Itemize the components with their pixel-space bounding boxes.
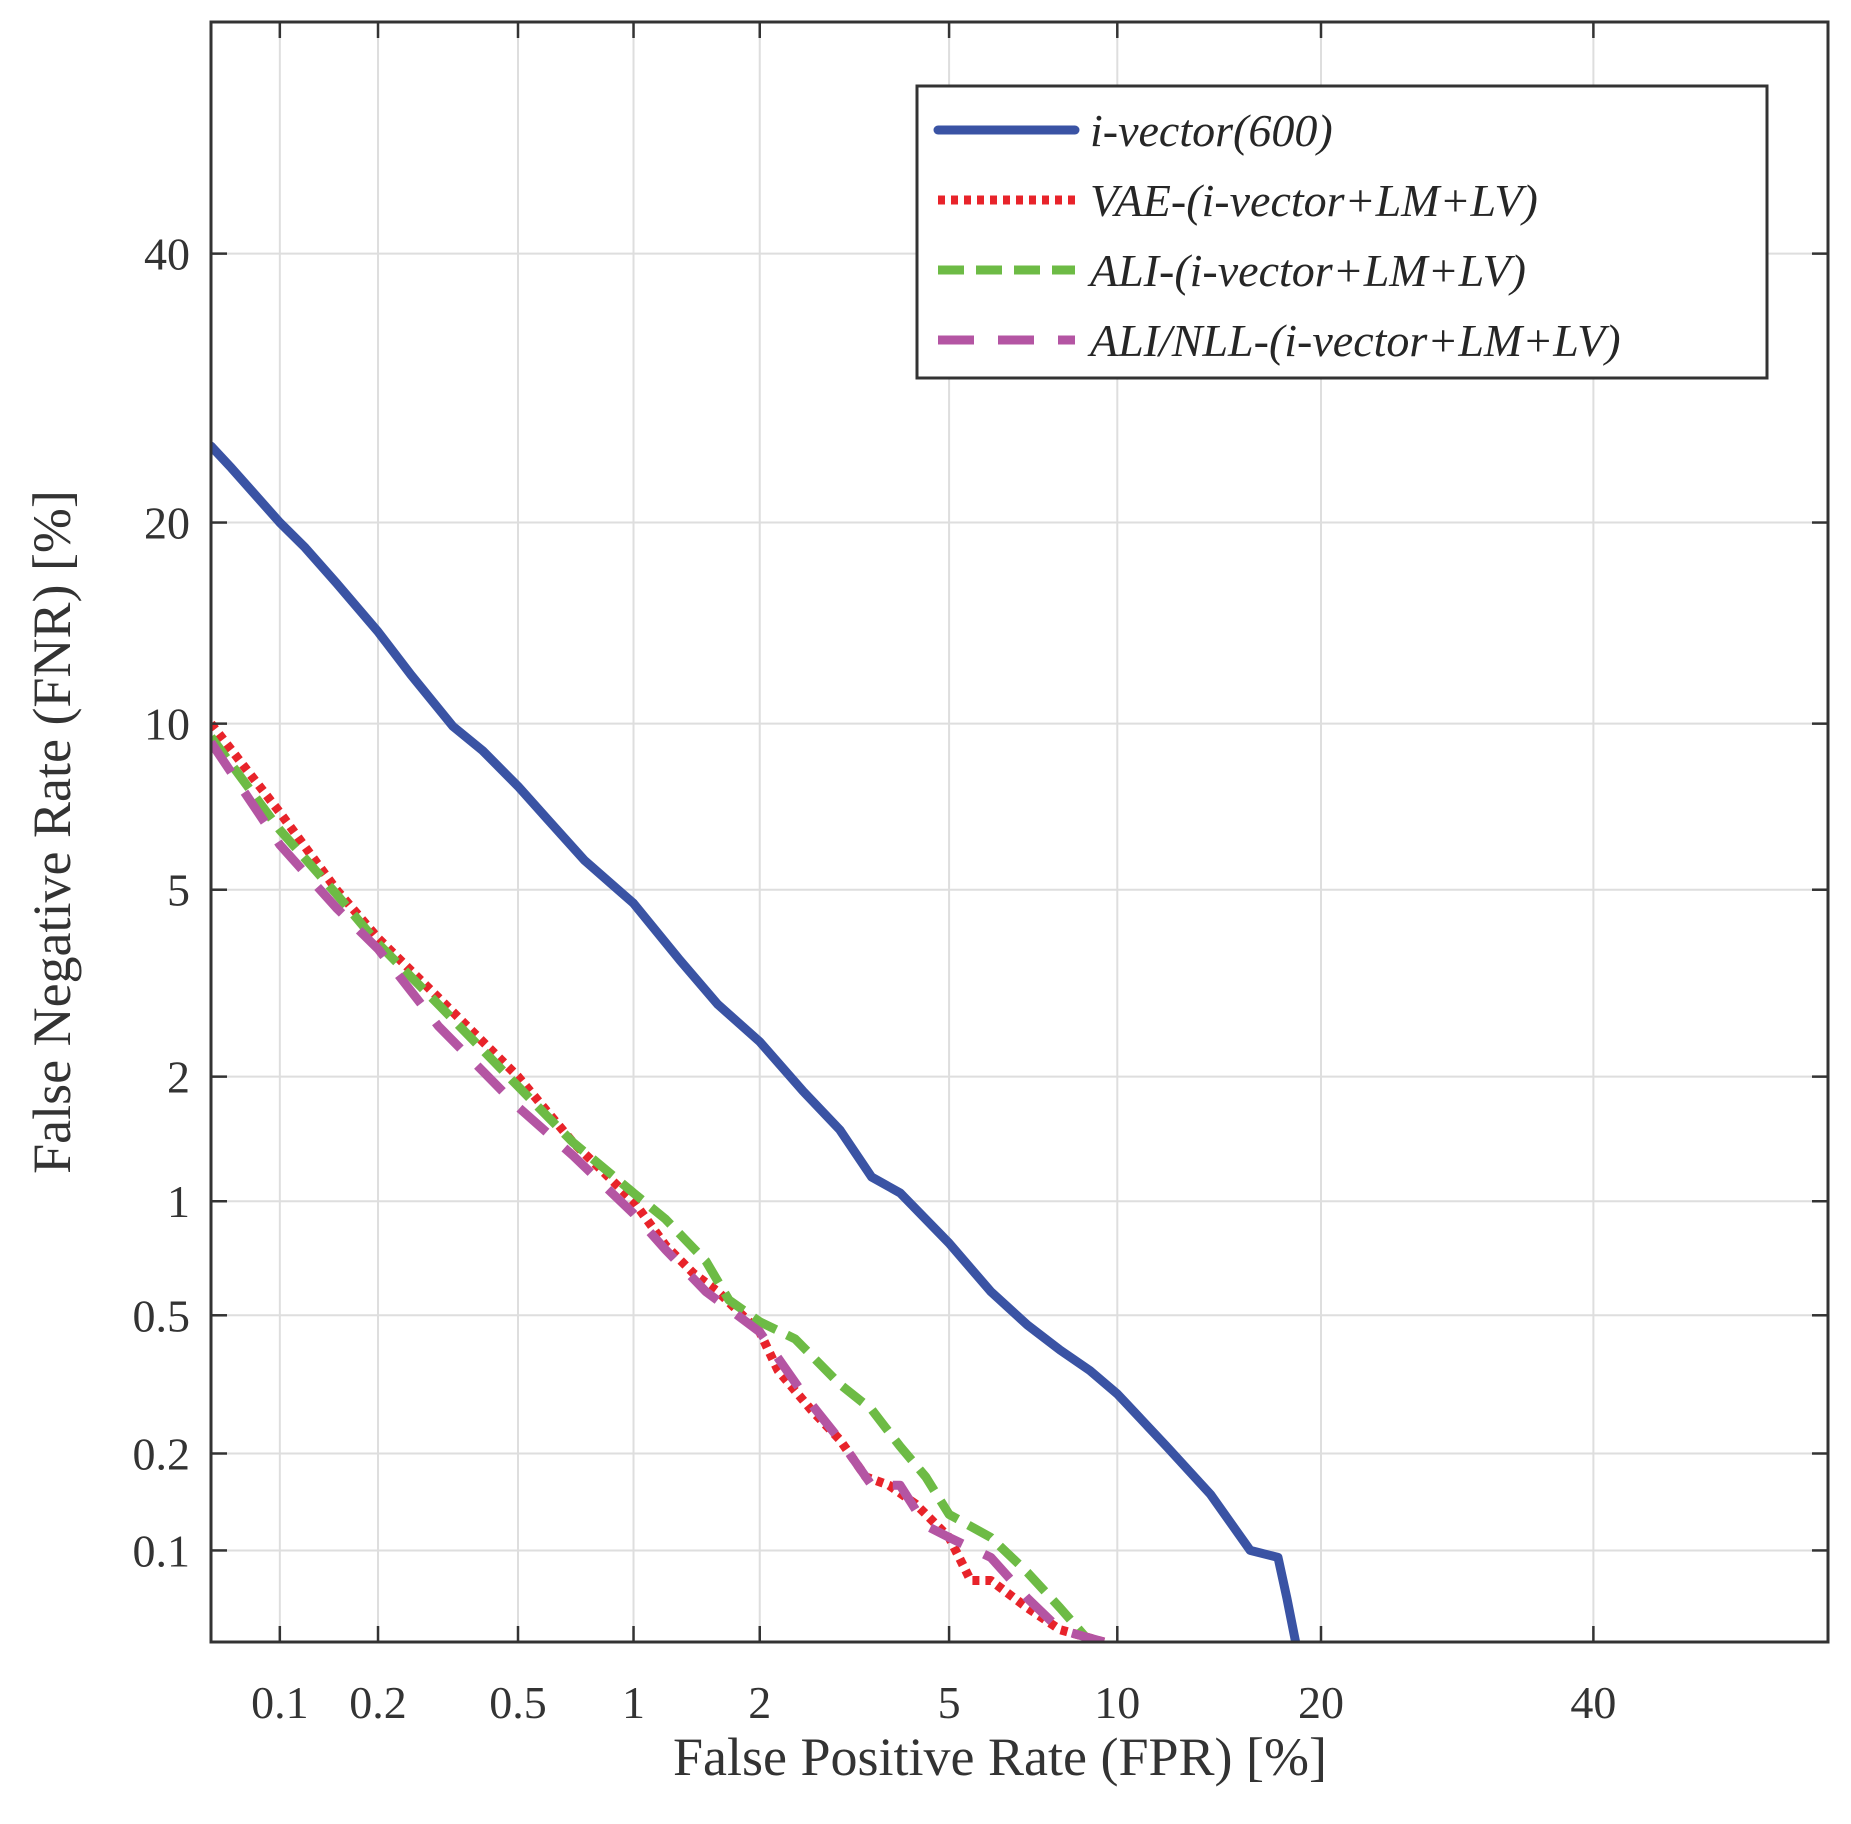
legend-label-4: ALI/NLL-(i-vector+LM+LV)	[1087, 315, 1621, 366]
x-tick-label: 1	[622, 1677, 645, 1728]
y-tick-label: 2	[167, 1052, 190, 1103]
series-line-1	[211, 441, 1301, 1642]
series-line-4	[211, 739, 1106, 1642]
y-tick-label: 5	[167, 865, 190, 916]
x-tick-label: 0.5	[489, 1677, 547, 1728]
y-axis-label: False Negative Rate (FNR) [%]	[22, 490, 82, 1174]
x-tick-label: 5	[938, 1677, 961, 1728]
y-tick-label: 10	[144, 699, 190, 750]
y-tick-label: 0.5	[133, 1290, 191, 1341]
x-axis-label: False Positive Rate (FPR) [%]	[673, 1727, 1327, 1787]
x-tick-label: 40	[1570, 1677, 1616, 1728]
legend-box	[915, 84, 1769, 380]
x-tick-label: 10	[1094, 1677, 1140, 1728]
x-axis-tick-labels: 0.1 0.2 0.5 1 2 5 10 20 40	[251, 1677, 1616, 1728]
plot-area-frame	[209, 20, 1830, 1644]
legend-label-3: ALI-(i-vector+LM+LV)	[1087, 245, 1526, 296]
legend-label-2: VAE-(i-vector+LM+LV)	[1090, 175, 1538, 226]
x-tick-label: 2	[748, 1677, 771, 1728]
series-line-3	[211, 734, 1094, 1642]
y-tick-label: 0.2	[133, 1428, 191, 1479]
x-tick-label: 20	[1298, 1677, 1344, 1728]
x-tick-label: 0.1	[251, 1677, 309, 1728]
series-line-2	[211, 720, 1106, 1642]
y-tick-label: 0.1	[133, 1525, 191, 1576]
axis-ticks	[211, 22, 1828, 1642]
legend: i-vector(600) VAE-(i-vector+LM+LV) ALI-(i-…	[915, 84, 1769, 380]
y-tick-label: 40	[144, 229, 190, 280]
y-tick-label: 20	[144, 498, 190, 549]
x-tick-label: 0.2	[349, 1677, 407, 1728]
series-layer	[211, 441, 1301, 1642]
y-axis-tick-labels: 0.1 0.2 0.5 1 2 5 10 20 40	[133, 229, 191, 1577]
legend-label-1: i-vector(600)	[1090, 105, 1333, 156]
y-tick-label: 1	[167, 1176, 190, 1227]
